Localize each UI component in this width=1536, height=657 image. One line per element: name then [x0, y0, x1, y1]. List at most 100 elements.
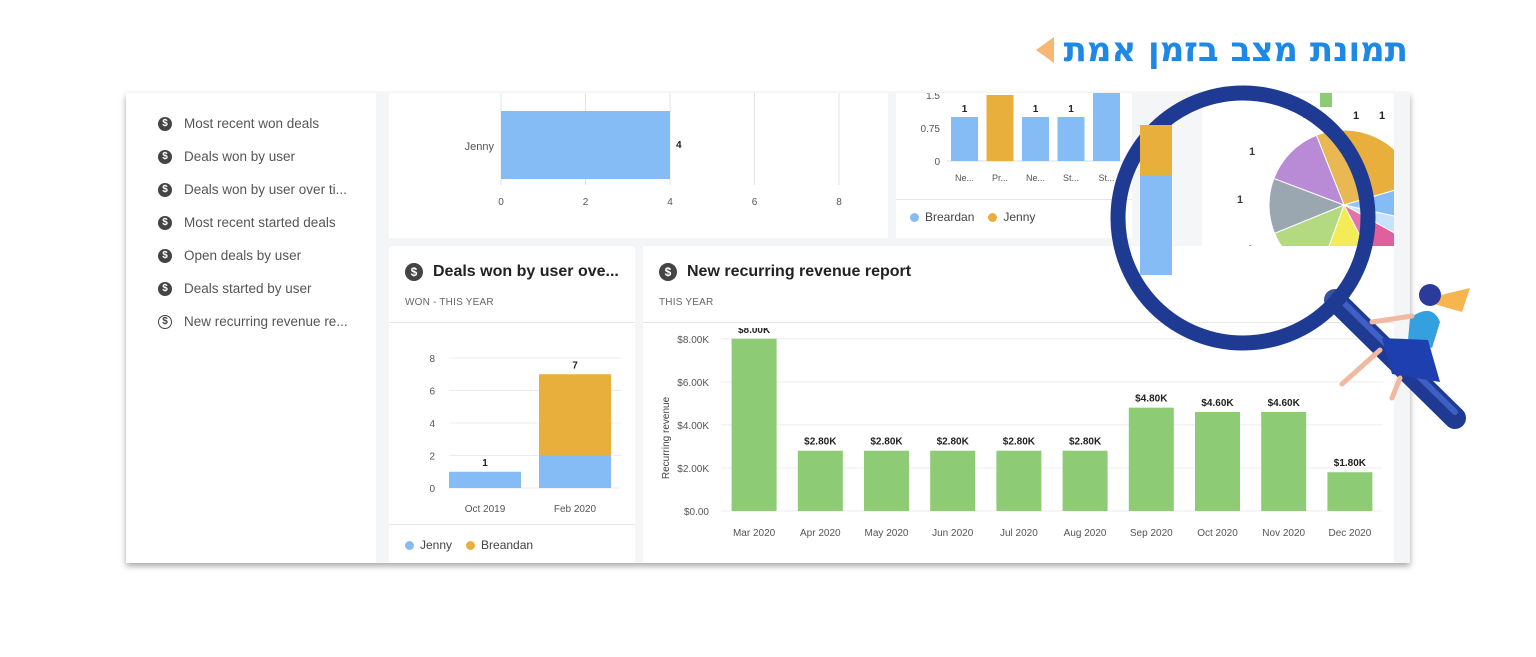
dollar-icon: $ — [659, 263, 677, 281]
y-tick-label: 1.5 — [926, 93, 940, 102]
y-tick-label: 0.75 — [921, 124, 941, 135]
dollar-icon: $ — [158, 116, 172, 131]
deals-won-over-time-panel: $ Deals won by user ove... WON - THIS YE… — [389, 246, 635, 563]
legend-dot-orange — [466, 540, 476, 550]
divider — [896, 199, 1132, 200]
y-tick-label: 0 — [934, 157, 940, 168]
panel-subtitle: WON - THIS YEAR — [405, 297, 494, 308]
x-tick-label: Aug 2020 — [1064, 528, 1107, 539]
sidebar-item-most-recent-won-deals[interactable]: $ Most recent won deals — [158, 107, 376, 140]
chart-deals-by-stage: 0 0.75 1.5 1 Ne... Pr... 1 Ne... 1 St... St... — [921, 93, 1126, 183]
data-label: 4 — [676, 140, 682, 151]
data-label: 1 — [962, 104, 968, 115]
dollar-icon: $ — [158, 248, 172, 263]
heading-title: תמונת מצב בזמן אמת — [1063, 30, 1408, 70]
x-tick-label: 4 — [667, 197, 673, 208]
sidebar-item-label: Deals won by user — [184, 149, 296, 164]
x-tick-label: 6 — [752, 197, 758, 208]
recurring-revenue-panel: $ New recurring revenue report THIS YEAR… — [643, 246, 1394, 563]
x-tick-label: St... — [1063, 173, 1079, 183]
sidebar-item-most-recent-started-deals[interactable]: $ Most recent started deals — [158, 206, 376, 239]
x-tick-label: 0 — [498, 197, 504, 208]
y-tick-label: $2.00K — [677, 464, 709, 475]
bar-segment — [1057, 117, 1085, 161]
y-tick-label: $0.00 — [684, 507, 709, 518]
x-tick-label: Feb 2020 — [554, 504, 597, 515]
y-axis-label: Recurring revenue — [661, 396, 672, 479]
legend-label: Breandan — [481, 538, 534, 552]
pie-label: 1 — [1237, 194, 1243, 206]
sidebar-item-recurring-revenue[interactable]: $ New recurring revenue re... — [158, 305, 376, 338]
x-tick-label: 8 — [836, 197, 842, 208]
legend-dot-blue — [910, 212, 919, 222]
x-tick-label: May 2020 — [865, 528, 909, 539]
bar — [501, 111, 670, 179]
sidebar-list: $ Most recent won deals $ Deals won by use… — [126, 93, 376, 338]
pie-label: 2 — [1303, 109, 1309, 121]
sidebar-item-label: Deals won by user over ti... — [184, 182, 347, 197]
data-label: 1 — [1068, 104, 1074, 115]
chart-deals-won-by-user: 0 2 4 6 8 Jenny 4 — [465, 93, 842, 208]
y-tick-label: $6.00K — [677, 378, 709, 389]
dollar-icon: $ — [158, 215, 172, 230]
divider — [389, 524, 635, 525]
y-tick-label: 8 — [429, 354, 435, 365]
panel-title-text: New recurring revenue report — [687, 263, 912, 280]
sidebar-item-deals-won-by-user[interactable]: $ Deals won by user — [158, 140, 376, 173]
data-label: $2.80K — [1003, 437, 1036, 448]
data-label: $2.80K — [937, 437, 970, 448]
chart-deals-won-over-time: 0 2 4 6 8 1 Oct 2019 7 Feb 2020 — [429, 354, 621, 515]
deals-won-by-user-panel: 0 2 4 6 8 Jenny 4 — [389, 93, 888, 238]
pie-slice — [1343, 185, 1410, 220]
bar-segment — [1022, 117, 1049, 161]
bar-segment — [539, 455, 611, 488]
divider — [389, 322, 635, 323]
sidebar-item-label: New recurring revenue re... — [184, 314, 348, 329]
data-label: $4.80K — [1135, 394, 1168, 405]
subtitle-won: WON — [405, 297, 431, 308]
data-label: $2.80K — [1069, 437, 1102, 448]
x-tick-label: Nov 2020 — [1262, 528, 1305, 539]
panel-title: $ New recurring revenue report — [659, 263, 911, 281]
dollar-icon: $ — [158, 182, 172, 197]
y-tick-label: 2 — [429, 452, 435, 463]
data-label: 1 — [482, 458, 488, 469]
x-tick-label: Sep 2020 — [1130, 528, 1173, 539]
x-tick-label: Jul 2020 — [1000, 528, 1038, 539]
x-tick-label: Jun 2020 — [932, 528, 974, 539]
bar — [996, 450, 1042, 511]
sidebar-item-open-deals-by-user[interactable]: $ Open deals by user — [158, 239, 376, 272]
bar-segment — [986, 95, 1014, 161]
data-label: $8.00K — [738, 328, 771, 336]
data-label: $1.80K — [1334, 458, 1367, 469]
bar — [864, 450, 909, 511]
bar — [731, 338, 777, 511]
x-tick-label: Oct 2019 — [465, 504, 506, 515]
sidebar: $ Most recent won deals $ Deals won by use… — [126, 93, 376, 563]
pie-label: 1 — [1353, 110, 1359, 122]
recurring-dollar-icon: $ — [158, 314, 172, 329]
data-label: 1 — [1033, 104, 1039, 115]
y-tick-label: 6 — [429, 387, 435, 398]
bar — [930, 450, 976, 511]
bar — [797, 450, 843, 511]
x-tick-label: Dec 2020 — [1328, 528, 1371, 539]
subtitle-period: THIS YEAR — [439, 297, 494, 308]
bar — [1195, 411, 1240, 511]
sidebar-item-label: Most recent won deals — [184, 116, 320, 131]
sidebar-item-label: Open deals by user — [184, 248, 302, 263]
x-tick-label: Ne... — [1026, 173, 1045, 183]
x-tick-label: Ne... — [955, 173, 974, 183]
bar — [1062, 450, 1108, 511]
panel-title: $ Deals won by user ove... — [405, 263, 619, 281]
legend-label: Jenny — [1003, 210, 1036, 224]
divider — [643, 322, 1394, 323]
deals-by-stage-panel: 0 0.75 1.5 1 Ne... Pr... 1 Ne... 1 St... St... Bre… — [896, 93, 1132, 238]
legend-dot-orange — [988, 212, 998, 222]
bar-segment — [951, 117, 978, 161]
sidebar-item-deals-started-by-user[interactable]: $ Deals started by user — [158, 272, 376, 305]
sidebar-item-deals-won-over-time[interactable]: $ Deals won by user over ti... — [158, 173, 376, 206]
x-tick-label: Oct 2020 — [1197, 528, 1238, 539]
x-tick-label: St... — [1098, 173, 1114, 183]
triangle-icon — [1035, 37, 1054, 63]
